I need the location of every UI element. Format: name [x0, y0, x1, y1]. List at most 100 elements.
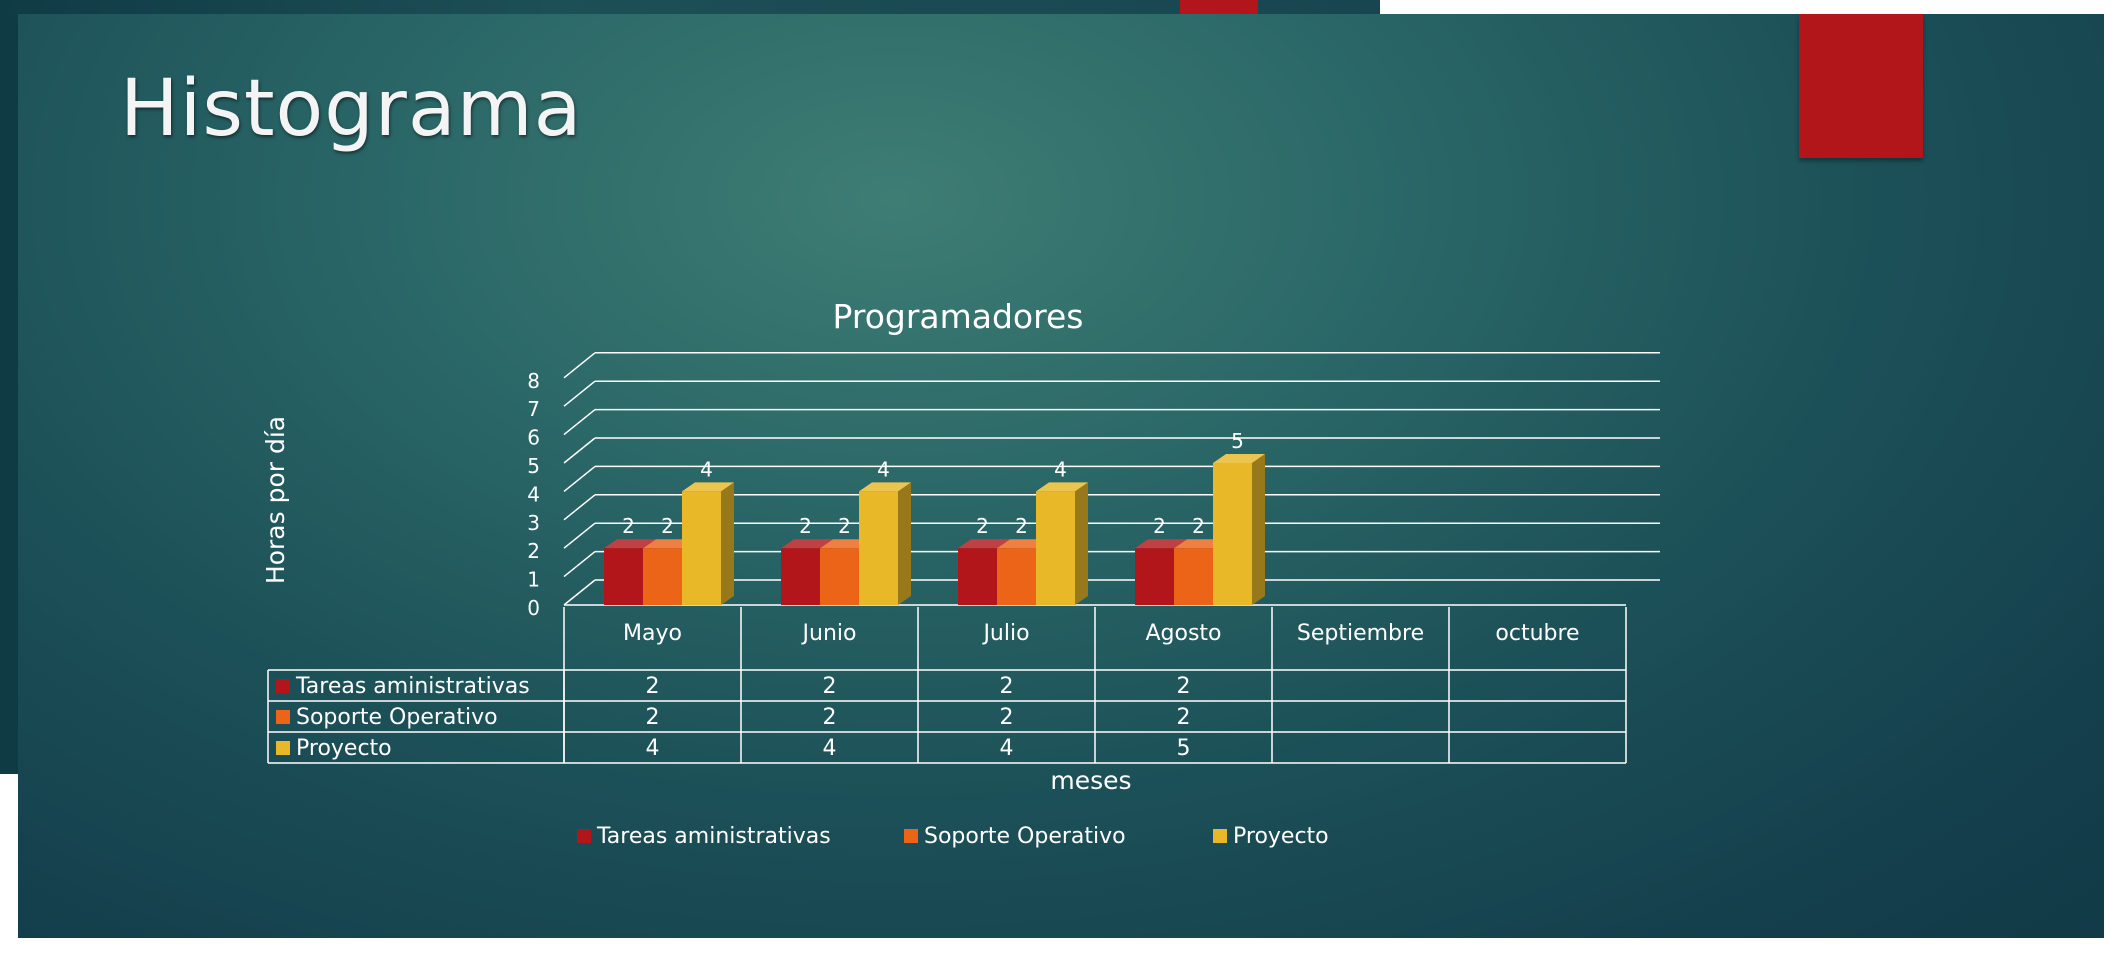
gridline-diagonal	[563, 522, 596, 549]
data-labels: 2 2 4 2 2 4 2 2 4 2 2 5	[622, 429, 1244, 538]
bar	[643, 548, 682, 605]
bar	[781, 548, 820, 605]
gridline-diagonal	[563, 465, 596, 492]
top-strip-accent	[1180, 0, 1258, 14]
bar-side	[898, 482, 911, 605]
data-label: 4	[877, 457, 890, 481]
table-legend-key	[276, 710, 290, 724]
table-cell: 2	[823, 705, 837, 730]
table-cell: 4	[1000, 736, 1014, 761]
bar-side	[721, 482, 734, 605]
legend-label: Tareas aministrativas	[596, 824, 831, 849]
data-label: 4	[700, 457, 713, 481]
legend-label: Soporte Operativo	[924, 824, 1126, 849]
bar	[997, 548, 1036, 605]
data-label: 2	[976, 514, 989, 538]
bar	[820, 548, 859, 605]
table-cell: 4	[646, 736, 660, 761]
bar	[1174, 548, 1213, 605]
data-table: Mayo Junio Julio Agosto Septiembre octubre Tar…	[267, 607, 1627, 764]
legend-key	[1213, 829, 1227, 843]
data-label: 5	[1231, 429, 1244, 453]
bar-top	[859, 482, 911, 492]
bar-top	[1135, 539, 1187, 549]
table-cell: 2	[823, 674, 837, 699]
gridline-diagonal	[563, 380, 596, 407]
chart-title: Programadores	[833, 297, 1084, 336]
legend-key	[904, 829, 918, 843]
bar-side	[1252, 454, 1265, 605]
table-cell: 2	[646, 705, 660, 730]
y-tick-label: 4	[527, 482, 540, 506]
x-tick-label: Septiembre	[1297, 621, 1424, 646]
bar	[1213, 463, 1252, 605]
x-tick-label: octubre	[1495, 621, 1579, 646]
data-label: 2	[622, 514, 635, 538]
table-series-name: Soporte Operativo	[296, 705, 498, 730]
table-legend-key	[276, 679, 290, 693]
y-tick-label: 5	[527, 454, 540, 478]
data-label: 2	[1015, 514, 1028, 538]
gridline-diagonal	[563, 579, 596, 606]
gridline-diagonal	[563, 551, 596, 578]
table-legend-key	[276, 741, 290, 755]
x-axis-title: meses	[1050, 766, 1131, 795]
slide: Histograma	[18, 14, 2104, 938]
bar	[682, 491, 721, 605]
gridline-diagonal	[563, 409, 596, 436]
y-axis-ticks: 0 1 2 3 4 5 6 7 8	[527, 369, 540, 620]
slide-title: Histograma	[120, 64, 583, 154]
x-tick-label: Mayo	[623, 621, 682, 646]
table-series-name: Tareas aministrativas	[295, 674, 530, 699]
y-tick-label: 7	[527, 397, 540, 421]
bar-top	[604, 539, 656, 549]
data-label: 2	[661, 514, 674, 538]
gridline-diagonal	[563, 352, 596, 379]
legend-key	[577, 829, 591, 843]
data-label: 2	[838, 514, 851, 538]
bar-top	[1213, 454, 1265, 463]
bar	[1135, 548, 1174, 605]
bar-side	[1075, 482, 1088, 605]
bar-top	[958, 539, 1010, 549]
data-label: 4	[1054, 457, 1067, 481]
x-tick-label: Junio	[801, 621, 857, 646]
bar	[1036, 491, 1075, 605]
bar-top	[1036, 482, 1088, 492]
bar-top	[781, 539, 833, 549]
y-tick-label: 8	[527, 369, 540, 393]
table-cell: 4	[823, 736, 837, 761]
corner-accent	[1799, 14, 1923, 158]
bar	[958, 548, 997, 605]
legend: Tareas aministrativas Soporte Operativo Pr…	[577, 824, 1329, 849]
y-axis-title: Horas por día	[261, 416, 290, 584]
x-tick-label: Julio	[981, 621, 1029, 646]
data-label: 2	[1153, 514, 1166, 538]
gridlines	[563, 352, 1660, 763]
top-strip	[0, 0, 1380, 14]
legend-label: Proyecto	[1233, 824, 1329, 849]
table-cell: 2	[1177, 674, 1191, 699]
bars	[604, 454, 1265, 605]
table-cell: 2	[1000, 674, 1014, 699]
x-tick-label: Agosto	[1145, 621, 1221, 646]
gridline-diagonal	[563, 437, 596, 464]
left-band	[0, 14, 22, 774]
data-label: 2	[799, 514, 812, 538]
table-cell: 2	[1000, 705, 1014, 730]
bar-top	[682, 482, 734, 492]
table-cell: 5	[1177, 736, 1191, 761]
table-cell: 2	[646, 674, 660, 699]
table-series-name: Proyecto	[296, 736, 392, 761]
y-tick-label: 3	[527, 511, 540, 535]
gridline-diagonal	[563, 494, 596, 521]
bar	[859, 491, 898, 605]
y-tick-label: 1	[527, 568, 540, 592]
table-cell: 2	[1177, 705, 1191, 730]
bar	[604, 548, 643, 605]
data-label: 2	[1192, 514, 1205, 538]
y-tick-label: 0	[527, 596, 540, 620]
y-tick-label: 6	[527, 426, 540, 450]
y-tick-label: 2	[527, 539, 540, 563]
